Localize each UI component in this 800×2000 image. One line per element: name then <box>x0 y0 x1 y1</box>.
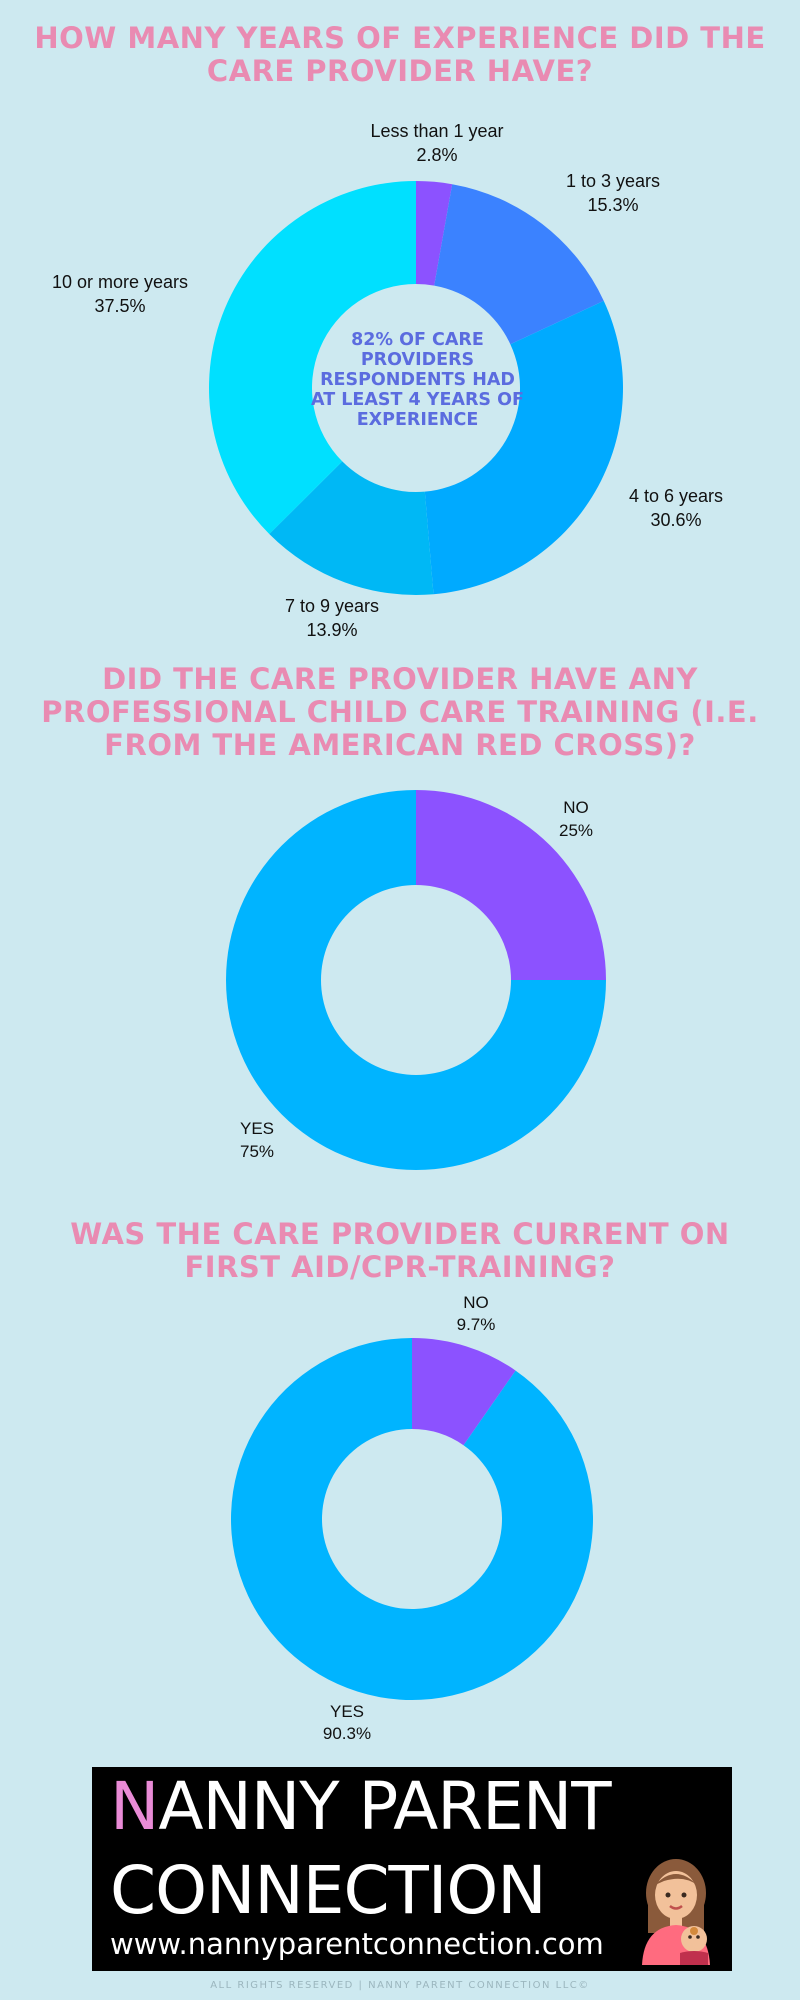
chart3-value-label: 9.7% <box>457 1315 496 1334</box>
chart3-slice-no <box>412 1338 516 1446</box>
chart3-title: WAS THE CARE PROVIDER CURRENT ON FIRST A… <box>70 1217 730 1284</box>
chart1-slice-10-or-more-years <box>209 181 416 535</box>
chart2-slice-yes <box>226 790 606 1170</box>
chart1-label: 7 to 9 years <box>285 596 379 616</box>
website-url[interactable]: www.nannyparentconnection.com <box>110 1927 604 1961</box>
chart1-label: 1 to 3 years <box>566 171 660 191</box>
chart2-slice-no <box>416 790 606 980</box>
chart3-label: NO <box>463 1293 489 1312</box>
chart3-label: YES <box>330 1702 364 1721</box>
chart1-label: 4 to 6 years <box>629 486 723 506</box>
chart1-value-label: 2.8% <box>416 145 457 165</box>
chart1-center-label: 82% OF CARE PROVIDERS RESPONDENTS HAD AT… <box>311 330 524 430</box>
chart2-label: YES <box>240 1119 274 1138</box>
chart3-value-label: 90.3% <box>323 1724 371 1743</box>
nanny-with-baby-icon <box>642 1859 710 1965</box>
chart2-title: DID THE CARE PROVIDER HAVE ANY PROFESSIO… <box>41 662 759 762</box>
chart2-value-label: 75% <box>240 1142 274 1161</box>
chart1-label: Less than 1 year <box>370 121 503 141</box>
logo-line1-rest: ANNY PARENT <box>158 1768 611 1845</box>
logo-line1: NANNY PARENT <box>110 1768 612 1845</box>
cpr-donut-chart: NO 9.7% YES 90.3% <box>231 1293 594 1743</box>
chart1-value-label: 30.6% <box>650 510 701 530</box>
chart1-value-label: 37.5% <box>94 296 145 316</box>
footer-copyright: ALL RIGHTS RESERVED | NANNY PARENT CONNE… <box>210 1980 590 1991</box>
chart2-value-label: 25% <box>559 821 593 840</box>
logo-line2: CONNECTION <box>110 1852 547 1929</box>
chart2-label: NO <box>563 798 589 817</box>
chart1-value-label: 15.3% <box>587 195 638 215</box>
chart1-slice-7-to-9-years <box>269 461 434 595</box>
chart1-slice-4-to-6-years <box>424 300 623 595</box>
logo-first-letter: N <box>110 1768 159 1845</box>
chart1-label: 10 or more years <box>52 272 188 292</box>
chart1-value-label: 13.9% <box>306 620 357 640</box>
chart1-title: HOW MANY YEARS OF EXPERIENCE DID THE CAR… <box>34 21 766 88</box>
experience-donut-chart: Less than 1 year 2.8% 1 to 3 years 15.3% 4 t… <box>52 121 723 640</box>
chart1-slice-1-to-3-years <box>434 184 604 345</box>
brand-logo: NANNY PARENT CONNECTION www.nannyparentc… <box>92 1767 732 1971</box>
chart3-slice-yes <box>231 1338 594 1700</box>
training-donut-chart: NO 25% YES 75% <box>226 790 606 1170</box>
chart1-slice-less-than-1-year <box>416 181 453 286</box>
